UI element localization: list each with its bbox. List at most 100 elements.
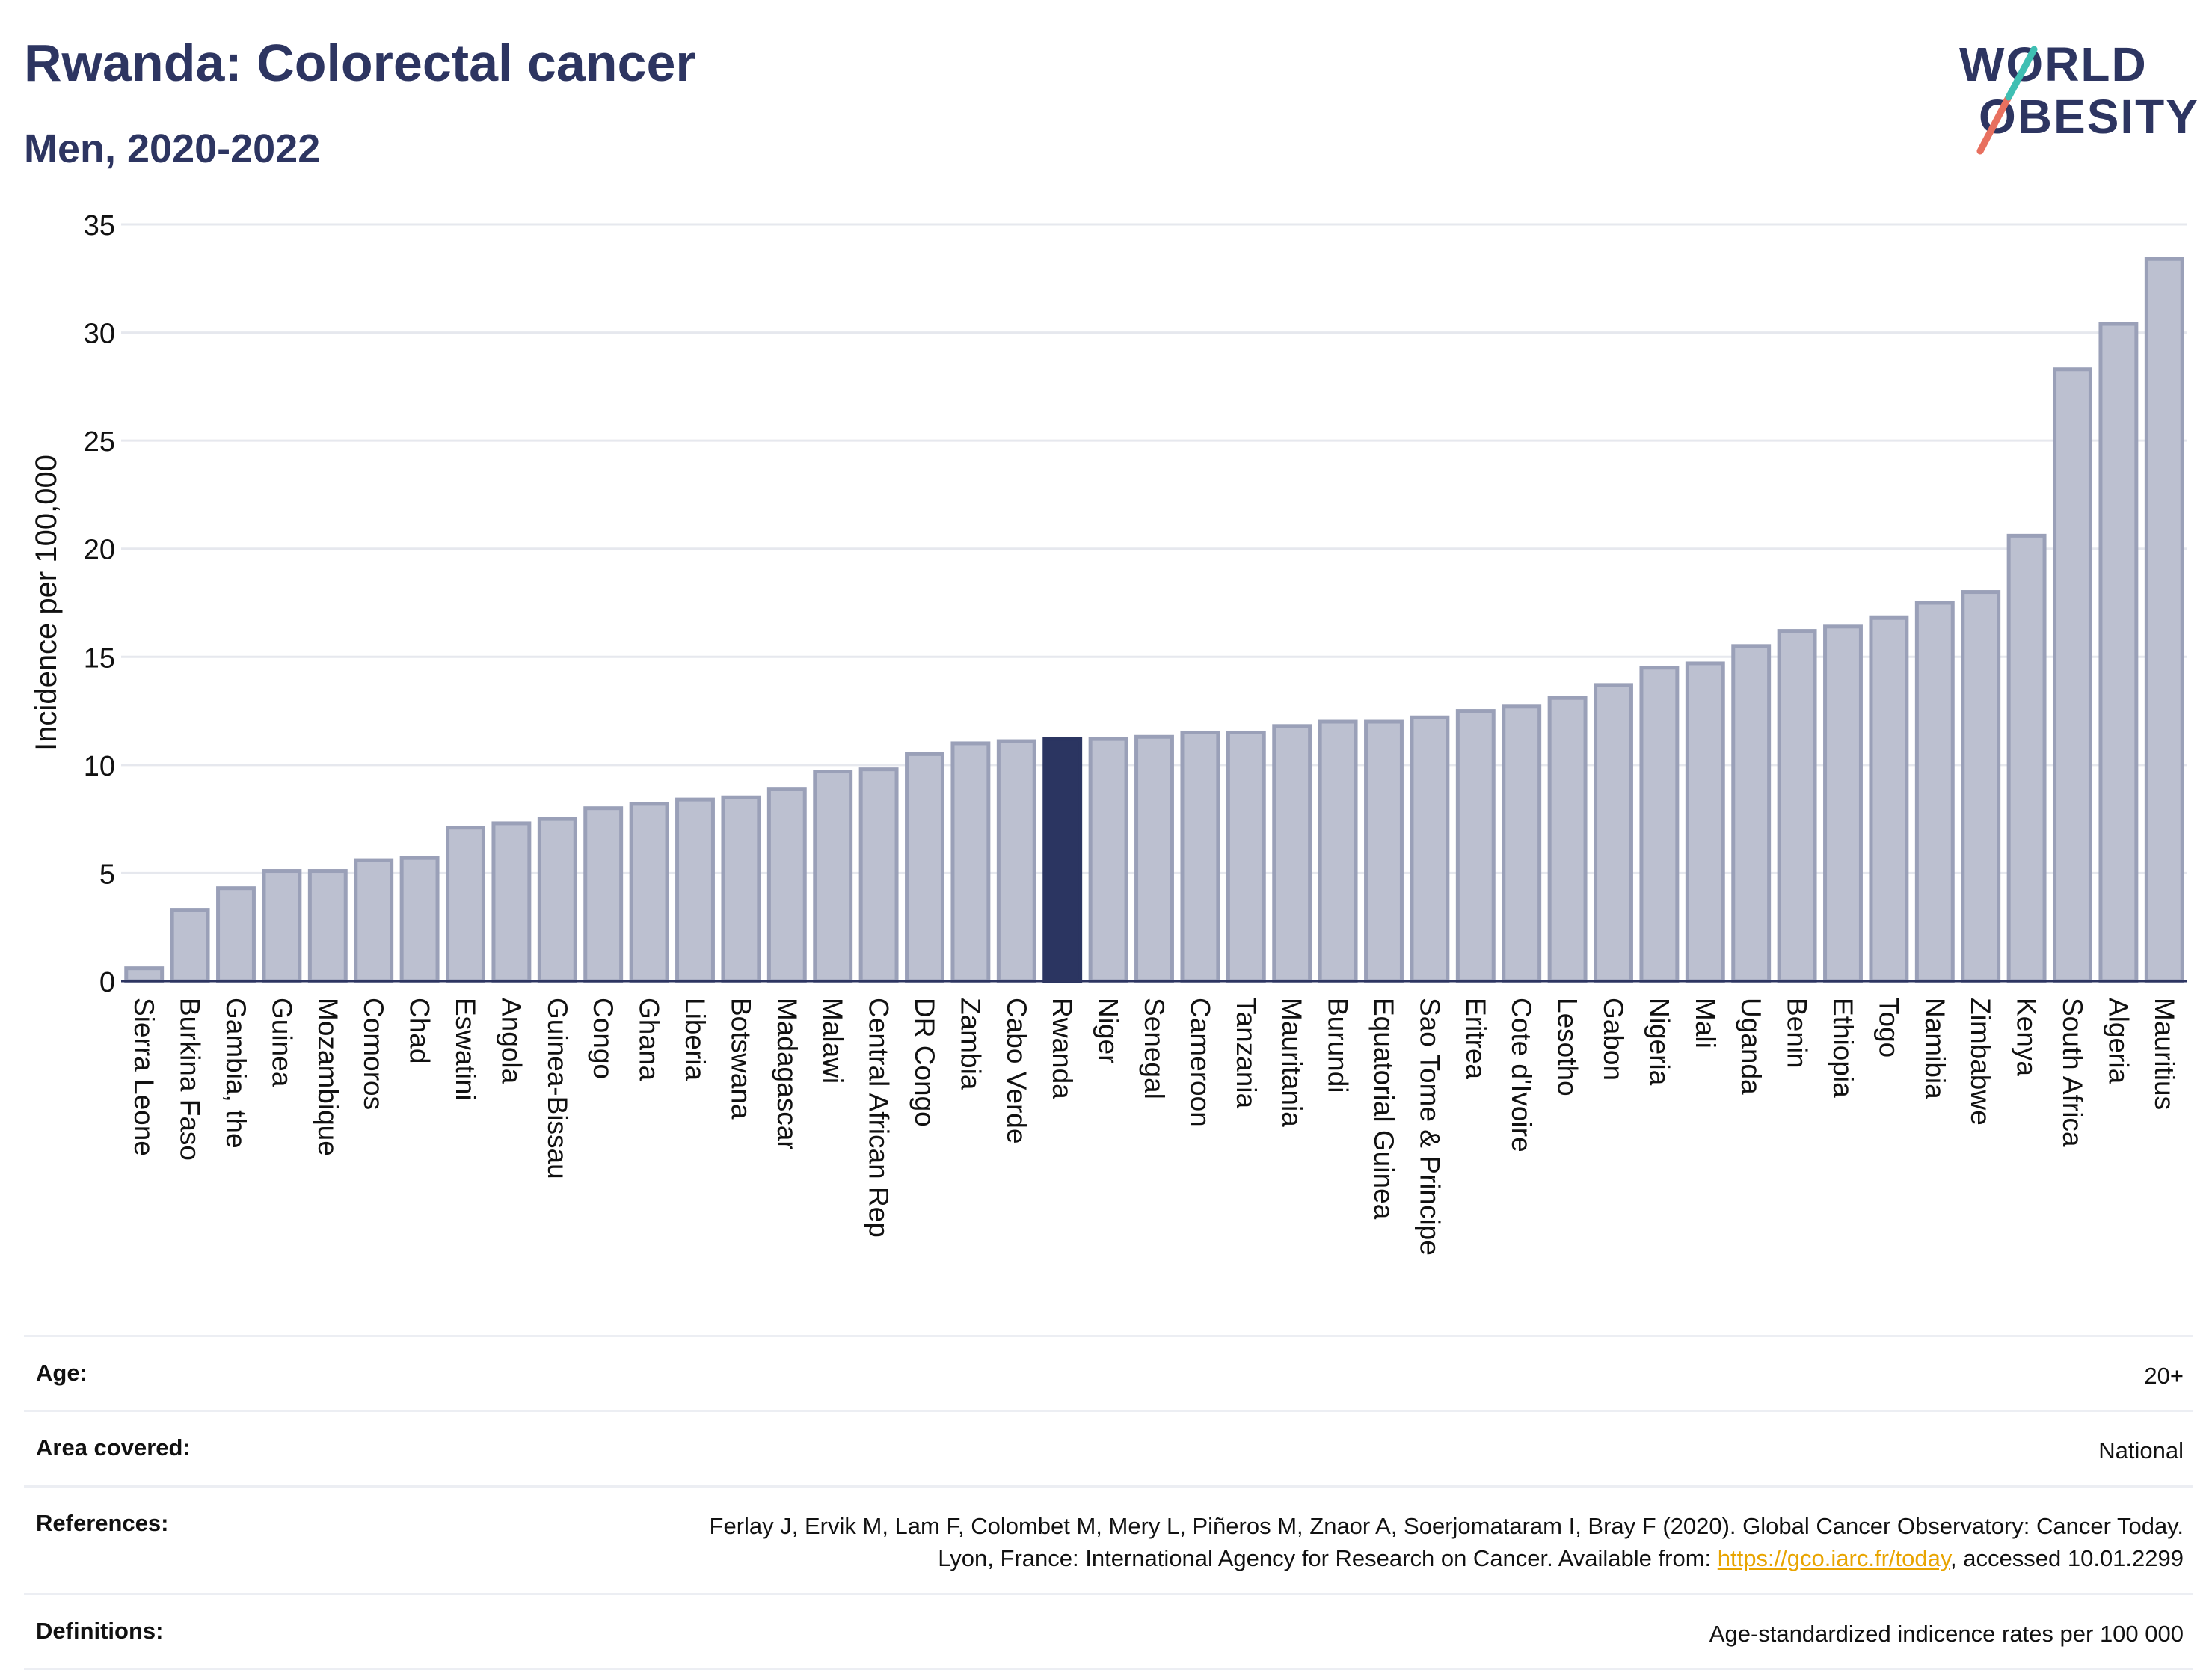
bar (1914, 601, 1955, 983)
bar (262, 869, 302, 983)
bar (1364, 719, 1404, 983)
y-tick-label: 30 (84, 319, 115, 350)
y-tick-label: 0 (99, 967, 115, 998)
area-label: Area covered: (36, 1434, 191, 1461)
x-tick-label: Comoros (358, 998, 389, 1110)
x-tick-label: Lesotho (1552, 998, 1583, 1096)
bar (1823, 624, 1863, 983)
x-tick-label: Togo (1873, 998, 1904, 1057)
bar (1547, 696, 1588, 983)
bar (583, 806, 624, 983)
bar (1410, 715, 1450, 983)
page-subtitle: Men, 2020-2022 (24, 126, 321, 171)
age-value: 20+ (2144, 1363, 2184, 1389)
x-tick-label: Kenya (2012, 998, 2042, 1076)
references-label: References: (36, 1509, 169, 1536)
x-tick-label: Burkina Faso (175, 998, 206, 1161)
x-tick-label: Mali (1690, 998, 1721, 1049)
x-tick-label: South Africa (2057, 998, 2088, 1147)
bar (124, 966, 165, 983)
bar (2098, 322, 2139, 983)
bar (2053, 367, 2092, 983)
bar (996, 739, 1036, 983)
x-tick-label: Gabon (1598, 998, 1629, 1081)
bar (446, 826, 485, 983)
references-text: Ferlay J, Ervik M, Lam F, Colombet M, Me… (709, 1512, 2184, 1572)
x-tick-label: Ghana (634, 998, 665, 1081)
x-tick-label: Mozambique (313, 998, 343, 1156)
y-tick-label: 5 (99, 859, 115, 890)
bar (216, 886, 256, 983)
x-tick-label: Sierra Leone (129, 998, 159, 1156)
x-tick-label: Tanzania (1231, 998, 1262, 1109)
x-tick-label: Congo (588, 998, 618, 1079)
x-tick-label: Mauritania (1276, 998, 1307, 1127)
x-tick-label: Liberia (680, 998, 710, 1081)
bar (1502, 704, 1542, 983)
bar (675, 797, 715, 983)
bar (2006, 533, 2047, 983)
chart-area: 0 5 10 15 20 25 30 35 Incidence per 100,000 Sierr… (0, 187, 2212, 1324)
x-tick-label: Gambia, the (221, 998, 251, 1149)
bar (354, 858, 394, 983)
info-table: Age: 20+ Area covered: National Referenc… (24, 1335, 2193, 1670)
x-tick-label: Niger (1093, 998, 1124, 1063)
y-axis-label: Incidence per 100,000 (30, 455, 63, 751)
references-accessed: , accessed 10.01.2299 (1950, 1545, 2184, 1572)
x-tick-label: Cameroon (1185, 998, 1215, 1127)
y-tick-label: 10 (84, 751, 115, 782)
bar (1318, 719, 1358, 983)
x-tick-label: Madagascar (772, 998, 802, 1150)
info-row-age: Age: 20+ (24, 1335, 2193, 1410)
bar (858, 767, 899, 983)
x-tick-label: Guinea (266, 998, 297, 1087)
bar (1088, 737, 1128, 983)
info-row-references: References: Ferlay J, Ervik M, Lam F, Co… (24, 1485, 2193, 1593)
bar (1685, 661, 1725, 983)
info-row-area: Area covered: National (24, 1410, 2193, 1485)
bar (537, 817, 577, 983)
definitions-value: Age-standardized indicence rates per 100… (1709, 1620, 2184, 1647)
bar (766, 787, 807, 983)
world-obesity-logo: WORLD OBESITY (1944, 22, 2199, 165)
bar (950, 741, 991, 983)
x-tick-label: Rwanda (1047, 998, 1078, 1099)
x-tick-label: Malawi (817, 998, 848, 1084)
x-tick-label: Burundi (1323, 998, 1354, 1093)
area-value: National (2098, 1437, 2184, 1464)
x-tick-label: Central African Rep (864, 998, 894, 1238)
y-tick-label: 15 (84, 642, 115, 674)
y-tick-label: 25 (84, 426, 115, 458)
bar (1134, 734, 1174, 983)
bar (399, 856, 440, 983)
bar (491, 821, 532, 983)
page-title: Rwanda: Colorectal cancer (24, 34, 696, 92)
y-tick-label: 20 (84, 535, 115, 566)
bar (1594, 683, 1633, 983)
y-tick-label: 35 (84, 210, 115, 242)
bar (1777, 629, 1817, 983)
definitions-label: Definitions: (36, 1617, 164, 1644)
x-tick-label: Eswatini (450, 998, 481, 1101)
x-tick-label: Cabo Verde (1001, 998, 1032, 1143)
x-tick-label: Zimbabwe (1965, 998, 1996, 1126)
references-value: Ferlay J, Ervik M, Lam F, Colombet M, Me… (651, 1510, 2184, 1575)
bar (813, 770, 853, 983)
bar (2144, 257, 2184, 983)
x-tick-label: Eritrea (1460, 998, 1491, 1079)
logo-word-2: OBESITY (1979, 90, 2199, 144)
x-tick-label: DR Congo (909, 998, 940, 1127)
x-tick-label: Senegal (1139, 998, 1170, 1099)
x-tick-label: Nigeria (1644, 998, 1674, 1086)
bar (1455, 709, 1496, 983)
bar (307, 869, 348, 983)
x-tick-label: Guinea-Bissau (542, 998, 573, 1179)
bar (1961, 590, 2001, 983)
x-tick-label: Zambia (955, 998, 986, 1090)
x-tick-label: Angola (496, 998, 526, 1084)
info-row-definitions: Definitions: Age-standardized indicence … (24, 1592, 2193, 1670)
x-tick-label: Namibia (1920, 998, 1950, 1099)
references-link[interactable]: https://gco.iarc.fr/today (1717, 1545, 1951, 1572)
bar (721, 795, 761, 983)
bar (1272, 724, 1312, 983)
